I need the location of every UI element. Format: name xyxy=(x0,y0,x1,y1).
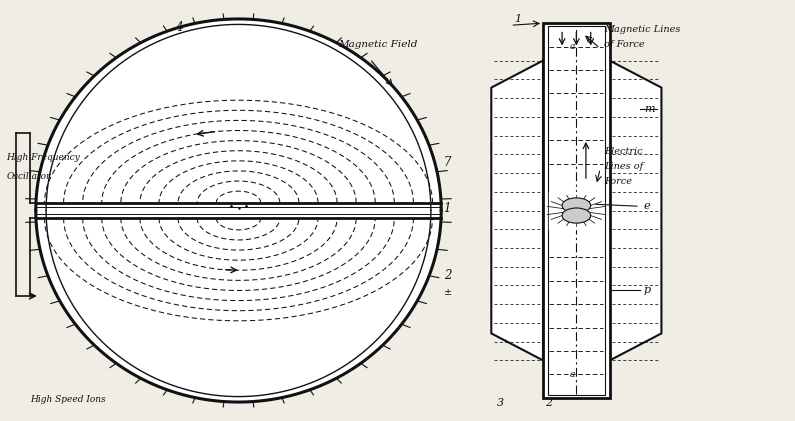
Text: 2: 2 xyxy=(444,269,451,282)
Bar xyxy=(548,26,605,395)
Text: 3: 3 xyxy=(497,398,504,408)
Text: a: a xyxy=(570,370,575,379)
Text: Magnetic Lines: Magnetic Lines xyxy=(604,25,681,34)
Polygon shape xyxy=(491,61,543,360)
Circle shape xyxy=(562,198,591,213)
Text: High Frequency: High Frequency xyxy=(6,153,80,163)
Text: e: e xyxy=(644,201,650,211)
Text: m: m xyxy=(644,104,654,115)
Text: 7: 7 xyxy=(444,156,451,168)
Text: p: p xyxy=(644,285,651,296)
Text: 1: 1 xyxy=(514,14,522,24)
Text: a: a xyxy=(570,42,575,51)
Text: 4: 4 xyxy=(175,21,183,34)
Text: Oscillator: Oscillator xyxy=(6,172,51,181)
Text: Electric: Electric xyxy=(604,147,643,156)
Text: 1: 1 xyxy=(444,202,451,215)
Text: 2: 2 xyxy=(545,398,552,408)
Text: Magnetic Field: Magnetic Field xyxy=(338,40,417,49)
Bar xyxy=(543,23,610,398)
Text: of Force: of Force xyxy=(604,40,645,49)
Text: Force: Force xyxy=(604,176,632,186)
Text: Lines of: Lines of xyxy=(604,162,643,171)
Ellipse shape xyxy=(36,19,441,402)
Circle shape xyxy=(562,208,591,223)
Text: High Speed Ions: High Speed Ions xyxy=(30,394,106,404)
Polygon shape xyxy=(549,192,603,229)
Polygon shape xyxy=(610,61,661,360)
Text: ±: ± xyxy=(444,288,452,297)
